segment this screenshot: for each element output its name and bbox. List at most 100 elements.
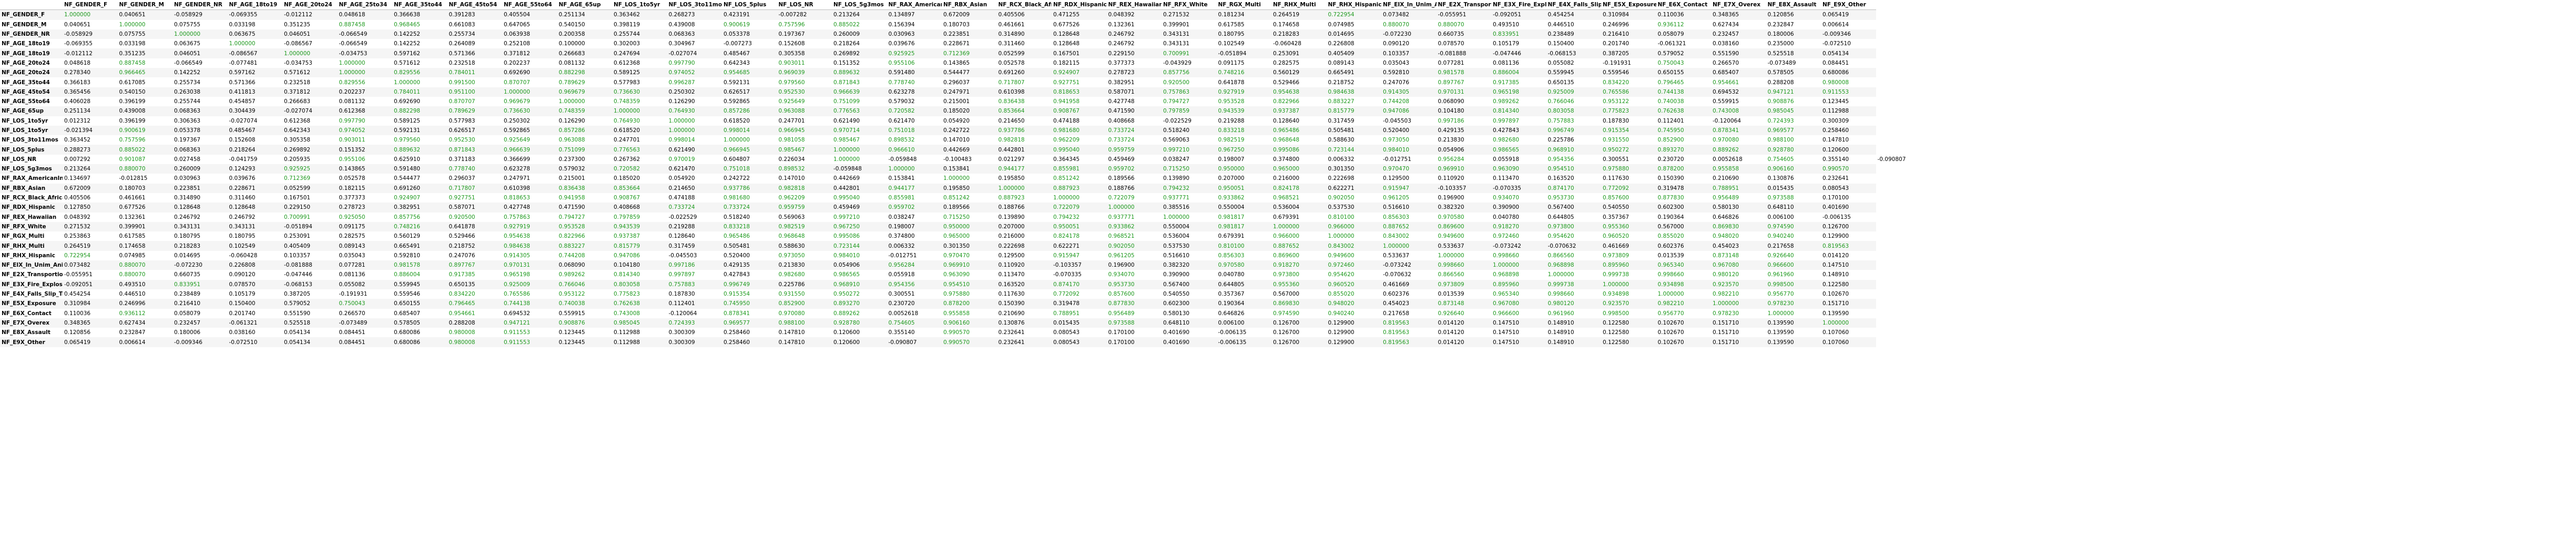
table-cell: 0.952530: [449, 137, 475, 144]
table-cell: 0.038247: [1163, 156, 1190, 163]
table-cell: 0.213264: [64, 166, 91, 173]
table-cell: 0.871843: [833, 79, 860, 86]
table-cell: 0.237300: [558, 156, 585, 163]
table-cell: 0.990570: [1822, 166, 1849, 173]
table-row: NF_AGE_20to24 0.048618 0.887458 -0.066549 -0…: [0, 58, 2576, 68]
table-cell: 0.104180: [614, 262, 640, 269]
table-cell: 0.941958: [558, 195, 585, 201]
table-cell: 0.427843: [724, 271, 750, 278]
table-cell: 0.238489: [1547, 31, 1574, 38]
table-cell: 0.694532: [1713, 88, 1739, 95]
table-cell: 0.948020: [1713, 233, 1739, 240]
table-cell: 0.925009: [1547, 88, 1574, 95]
header-row: NF_GENDER_F NF_GENDER_M NF_GENDER_NR NF_AGE…: [0, 0, 2576, 11]
table-cell: 0.128648: [174, 204, 201, 211]
table-cell: 0.0052618: [1713, 156, 1743, 163]
table-cell: 0.052578: [998, 59, 1025, 66]
table-cell: 0.908767: [614, 195, 640, 201]
table-cell: 0.981058: [778, 137, 805, 144]
table-cell: 0.925649: [778, 98, 805, 105]
table-cell: 0.006332: [1328, 156, 1355, 163]
table-cell: 0.982210: [1657, 300, 1684, 307]
table-cell: 0.754605: [888, 319, 915, 326]
table-cell: 0.961960: [1547, 310, 1574, 317]
table-cell: -0.009346: [1822, 31, 1851, 38]
table-cell: 0.920500: [1163, 79, 1190, 86]
table-cell: -0.103357: [1053, 262, 1082, 269]
table-cell: 0.200358: [558, 31, 585, 38]
table-cell: 0.505481: [1328, 127, 1355, 134]
table-cell: 0.055918: [1493, 156, 1520, 163]
table-cell: 0.216410: [1603, 31, 1630, 38]
table-cell: 0.966000: [1328, 223, 1355, 230]
table-cell: 1.000000: [833, 146, 860, 153]
table-cell: 0.961205: [1383, 195, 1410, 201]
table-cell: 0.408668: [614, 204, 640, 211]
table-cell: 0.113470: [998, 271, 1025, 278]
table-cell: 0.081132: [558, 59, 585, 66]
table-cell: 0.147810: [1822, 137, 1849, 144]
table-row: NF_LOS_1to5yr 0.012312 0.396199 0.306363 -0.…: [0, 116, 2576, 126]
table-cell: 0.973588: [1108, 319, 1135, 326]
table-cell: 0.959702: [888, 204, 915, 211]
table-cell: 0.974052: [668, 69, 695, 76]
table-cell: 0.924907: [394, 195, 421, 201]
table-cell: 0.278723: [1108, 69, 1135, 76]
table-cell: 0.301350: [1328, 166, 1355, 173]
table-cell: 0.351235: [284, 21, 311, 28]
table-cell: 0.903011: [339, 137, 365, 144]
table-cell: 0.255734: [449, 31, 475, 38]
table-cell: 0.927751: [1053, 79, 1080, 86]
table-row: NF_AGE_18to19 -0.012112 0.351235 0.046051 -0…: [0, 48, 2576, 58]
table-cell: 0.966600: [1493, 310, 1520, 317]
table-cell: 0.931550: [778, 291, 805, 298]
table-cell: 0.052599: [998, 50, 1025, 57]
table-cell: -0.072510: [1822, 41, 1851, 47]
table-cell: 0.665491: [394, 243, 421, 249]
table-cell: 0.264519: [64, 243, 91, 249]
table-cell: -0.100483: [943, 156, 972, 163]
table-cell: 0.824178: [1273, 185, 1300, 191]
table-cell: 0.382951: [1108, 79, 1135, 86]
table-cell: 0.981817: [1218, 223, 1245, 230]
table-cell: 0.107060: [1822, 329, 1849, 336]
table-cell: 0.170100: [1108, 329, 1135, 336]
table-cell: 0.305358: [284, 137, 311, 144]
table-cell: 0.973800: [1273, 271, 1300, 278]
table-cell: 1.000000: [558, 98, 585, 105]
table-cell: 0.972460: [1493, 233, 1520, 240]
table-cell: 0.934070: [1493, 195, 1520, 201]
table-cell: 0.788951: [1053, 310, 1080, 317]
table-cell: 0.054906: [1438, 146, 1464, 153]
table-cell: -0.027074: [668, 50, 697, 57]
table-cell: 0.516610: [1383, 204, 1410, 211]
table-cell: 0.246792: [1108, 41, 1135, 47]
table-cell: 0.300309: [1822, 117, 1849, 124]
table-cell: 0.940240: [1767, 233, 1794, 240]
table-cell: 0.039676: [888, 41, 915, 47]
table-cell: 0.446510: [1547, 21, 1574, 28]
table-cell: 0.915947: [1053, 252, 1080, 259]
table-cell: 0.348365: [1713, 12, 1739, 18]
table-cell: 0.928780: [1767, 146, 1794, 153]
table-cell: 0.013539: [1438, 291, 1464, 298]
table-row: NF_RCX_Black_AfricanAmerican0.405506 0.46…: [0, 193, 2576, 203]
table-cell: 0.989262: [1493, 98, 1520, 105]
table-cell: 0.128648: [1053, 31, 1080, 38]
table-cell: 0.852900: [778, 300, 805, 307]
table-cell: 0.102549: [229, 243, 256, 249]
table-cell: 0.063675: [229, 31, 256, 38]
table-cell: 0.461661: [998, 21, 1025, 28]
table-cell: 0.505481: [724, 243, 750, 249]
table-cell: 0.126700: [1273, 339, 1300, 346]
table-cell: 0.091175: [1218, 59, 1245, 66]
table-cell: 0.887923: [998, 195, 1025, 201]
table-cell: 0.120600: [833, 329, 860, 336]
table-cell: 0.947121: [1767, 88, 1794, 95]
table-cell: 0.068363: [174, 146, 201, 153]
table-cell: 0.587071: [1108, 88, 1135, 95]
column-header: NF_LOS_5g3mos: [832, 0, 887, 11]
table-cell: 0.970580: [1438, 214, 1464, 220]
table-cell: 0.006100: [1767, 214, 1794, 220]
table-cell: 0.680086: [394, 329, 421, 336]
